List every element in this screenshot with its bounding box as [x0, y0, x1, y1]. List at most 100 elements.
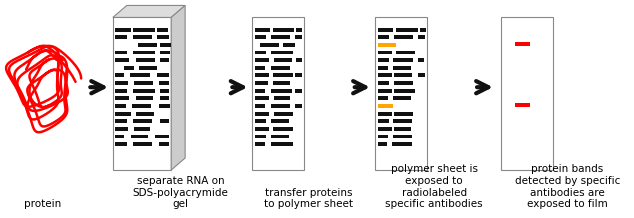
Bar: [160, 89, 169, 93]
Bar: [133, 28, 155, 32]
Bar: [136, 58, 155, 62]
Bar: [273, 127, 293, 131]
Bar: [255, 35, 266, 39]
Bar: [378, 127, 392, 131]
Bar: [394, 89, 415, 93]
Bar: [396, 51, 415, 54]
Bar: [273, 81, 290, 85]
Bar: [260, 43, 279, 47]
Bar: [115, 127, 128, 131]
Bar: [295, 73, 302, 77]
Bar: [418, 73, 425, 77]
Bar: [139, 66, 157, 70]
Bar: [394, 112, 413, 116]
Bar: [396, 28, 418, 32]
Bar: [115, 51, 127, 54]
Bar: [113, 17, 171, 170]
Bar: [133, 89, 155, 93]
Bar: [378, 104, 393, 108]
Bar: [133, 35, 152, 39]
Bar: [295, 104, 302, 108]
Text: transfer proteins
to polymer sheet: transfer proteins to polymer sheet: [264, 188, 353, 209]
Bar: [420, 28, 426, 32]
Bar: [393, 58, 413, 62]
Bar: [157, 28, 168, 32]
Bar: [255, 28, 270, 32]
Bar: [115, 142, 127, 146]
Bar: [158, 104, 170, 108]
Bar: [271, 66, 290, 70]
Bar: [157, 73, 169, 77]
Bar: [115, 104, 126, 108]
Bar: [124, 66, 134, 70]
Bar: [158, 81, 169, 85]
Bar: [255, 66, 265, 70]
Bar: [255, 96, 269, 100]
Bar: [271, 119, 289, 123]
Bar: [296, 58, 302, 62]
Bar: [160, 119, 169, 123]
Bar: [283, 43, 295, 47]
Bar: [158, 142, 169, 146]
Bar: [115, 35, 127, 39]
Bar: [136, 96, 153, 100]
Bar: [393, 66, 411, 70]
Bar: [131, 135, 148, 138]
Bar: [255, 81, 268, 85]
Bar: [378, 35, 389, 39]
Bar: [271, 135, 289, 138]
Text: protein: protein: [25, 199, 61, 209]
Bar: [133, 51, 155, 54]
Bar: [378, 81, 389, 85]
Bar: [271, 35, 290, 39]
Bar: [252, 17, 304, 170]
Bar: [160, 43, 171, 47]
Text: polymer sheet is
exposed to
radiolabeled
specific antibodies: polymer sheet is exposed to radiolabeled…: [385, 164, 483, 209]
Bar: [273, 73, 293, 77]
Bar: [160, 96, 169, 100]
Bar: [134, 81, 153, 85]
Bar: [295, 89, 302, 93]
Bar: [378, 89, 392, 93]
Bar: [274, 96, 290, 100]
Bar: [115, 119, 127, 123]
Bar: [271, 89, 292, 93]
Bar: [255, 58, 269, 62]
Bar: [160, 51, 170, 54]
Bar: [115, 73, 124, 77]
Bar: [115, 135, 124, 138]
Bar: [378, 142, 387, 146]
Bar: [375, 17, 427, 170]
Bar: [115, 96, 129, 100]
Bar: [115, 89, 127, 93]
Bar: [255, 142, 265, 146]
Bar: [418, 58, 424, 62]
Text: protein bands
detected by specific
antibodies are
exposed to film: protein bands detected by specific antib…: [515, 164, 620, 209]
Bar: [378, 66, 388, 70]
Bar: [255, 119, 266, 123]
Bar: [295, 35, 302, 39]
Bar: [255, 89, 265, 93]
Bar: [115, 58, 129, 62]
Bar: [394, 73, 412, 77]
Bar: [378, 96, 388, 100]
Bar: [394, 127, 411, 131]
Bar: [271, 51, 293, 54]
Bar: [255, 127, 269, 131]
Bar: [273, 28, 294, 32]
Bar: [378, 51, 392, 54]
Bar: [132, 104, 151, 108]
Bar: [501, 17, 553, 170]
Bar: [157, 35, 169, 39]
Text: separate RNA on
SDS-polyacrymide
gel: separate RNA on SDS-polyacrymide gel: [133, 176, 229, 209]
Bar: [378, 135, 388, 138]
Bar: [378, 43, 396, 47]
Bar: [133, 119, 152, 123]
Bar: [393, 96, 411, 100]
Bar: [515, 103, 530, 107]
Bar: [393, 135, 412, 138]
Bar: [255, 135, 266, 138]
Bar: [115, 81, 128, 85]
Polygon shape: [171, 5, 185, 170]
Bar: [130, 73, 150, 77]
